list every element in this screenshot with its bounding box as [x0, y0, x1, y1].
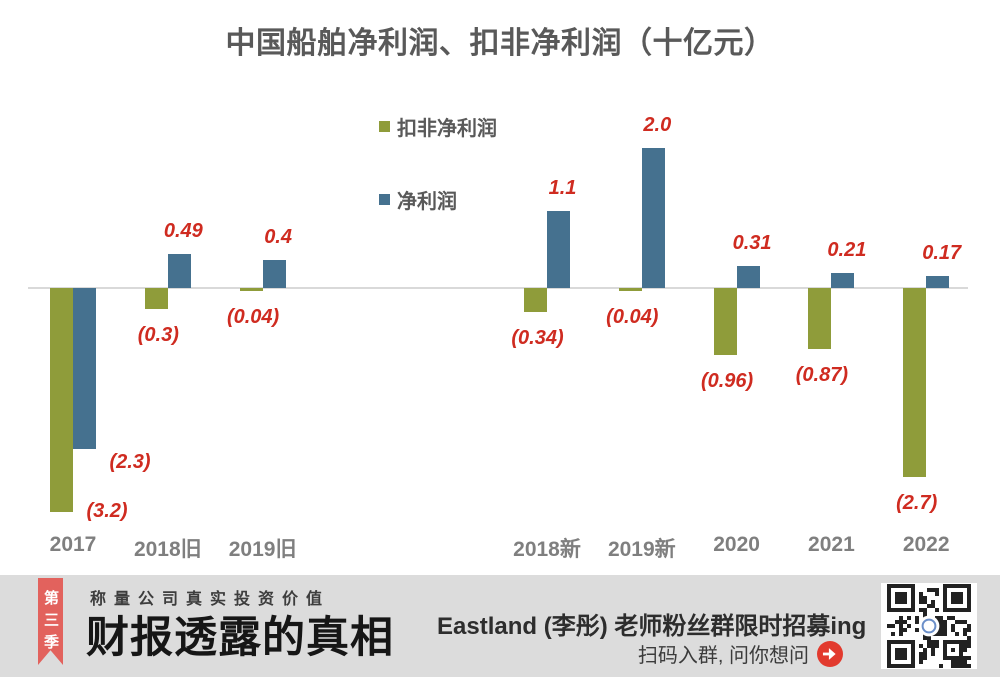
- bar-non-gaap-2017: [50, 288, 73, 512]
- plot-area: 中国船舶净利润、扣非净利润（十亿元） 扣非净利润 净利润 2017 (3.2) (2…: [28, 27, 968, 561]
- bar-net-2017: [73, 288, 96, 449]
- chart-title: 中国船舶净利润、扣非净利润（十亿元）: [225, 27, 775, 60]
- data-label: 0.17: [922, 242, 962, 265]
- x-axis-label: 2018旧: [133, 538, 202, 561]
- ribbon-label: 第三季: [42, 590, 59, 656]
- promo-text-scan: 扫码入群, 问你想问: [638, 639, 843, 668]
- x-axis-label: 2019旧: [228, 538, 297, 561]
- legend-swatch-olive-icon: [379, 121, 390, 132]
- promo-scan-label: 扫码入群, 问你想问: [637, 645, 809, 667]
- data-label: (2.3): [109, 451, 151, 473]
- bar-non-gaap-2019旧: [239, 288, 263, 291]
- bar-non-gaap-2021: [808, 288, 832, 349]
- promo-text-recruiting: Eastland (李彤) 老师粉丝群限时招募ing: [437, 613, 867, 640]
- footer-banner: 第三季 称量公司真实投资价值 财报透露的真相 Eastland (李彤) 老师粉…: [0, 575, 1000, 677]
- data-label: (0.04): [226, 306, 280, 328]
- bar-non-gaap-2018旧: [144, 288, 168, 309]
- bar-net-2022: [926, 276, 950, 288]
- data-label: (3.2): [86, 500, 128, 522]
- banner-title: 财报透露的真相: [86, 615, 394, 662]
- bar-non-gaap-2022: [903, 288, 927, 477]
- qr-code: [881, 583, 977, 669]
- x-axis-label: 2022: [902, 533, 950, 556]
- bar-net-2018新: [547, 211, 570, 288]
- bar-non-gaap-2018新: [524, 288, 547, 312]
- data-label: 0.4: [264, 226, 292, 248]
- data-label: (0.34): [511, 326, 564, 349]
- right-arrow-icon: [817, 640, 843, 667]
- x-axis-baseline: [28, 287, 968, 289]
- data-label: (2.7): [896, 492, 938, 514]
- bar-net-2020: [736, 266, 760, 288]
- data-label: (0.04): [606, 306, 659, 328]
- x-axis-label: 2021: [808, 533, 855, 556]
- legend-swatch-blue-icon: [379, 194, 390, 205]
- x-axis-label: 2017: [49, 533, 97, 556]
- data-label: (0.96): [700, 370, 754, 393]
- data-label: 2.0: [643, 114, 672, 136]
- bar-net-2021: [831, 273, 855, 288]
- banner-tagline: 称量公司真实投资价值: [90, 591, 331, 608]
- data-label: (0.3): [137, 324, 179, 346]
- legend-item-non-gaap-profit: 扣非净利润: [379, 112, 497, 141]
- data-label: 0.31: [732, 232, 772, 255]
- data-label: 1.1: [548, 177, 577, 199]
- bar-net-2019新: [641, 148, 665, 288]
- legend-label: 扣非净利润: [397, 118, 497, 140]
- bar-non-gaap-2020: [713, 288, 737, 356]
- data-label: 0.49: [163, 219, 203, 242]
- data-label: (0.87): [795, 363, 849, 386]
- bar-net-2019旧: [262, 260, 286, 288]
- bar-net-2018旧: [167, 253, 191, 288]
- data-label: 0.21: [827, 239, 867, 262]
- x-axis-label: 2018新: [513, 538, 581, 561]
- legend-item-net-profit: 净利润: [379, 185, 457, 214]
- season-ribbon: 第三季: [38, 578, 63, 665]
- bar-non-gaap-2019新: [618, 288, 642, 291]
- legend-label: 净利润: [397, 191, 457, 213]
- x-axis-label: 2020: [713, 533, 760, 556]
- x-axis-label: 2019新: [607, 538, 676, 561]
